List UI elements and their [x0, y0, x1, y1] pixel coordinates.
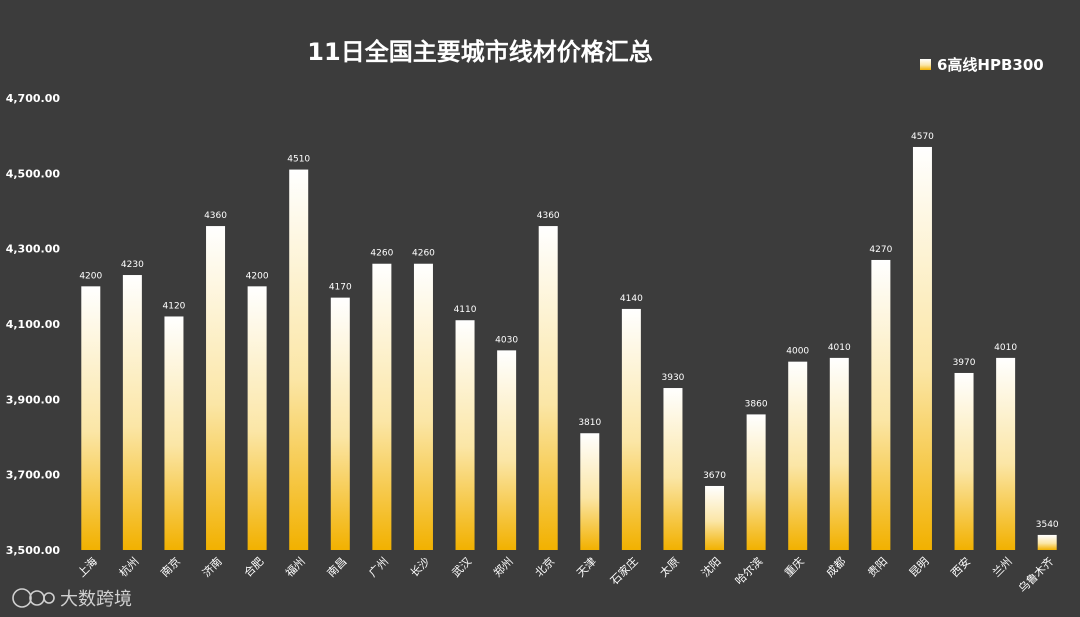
data-label: 4030	[495, 335, 518, 345]
y-tick-label: 4,700.00	[6, 92, 61, 105]
x-tick-label: 长沙	[408, 555, 433, 580]
data-label: 4270	[869, 245, 892, 255]
x-tick-label: 郑州	[490, 554, 515, 579]
x-tick-label: 合肥	[241, 554, 266, 579]
bar	[372, 263, 392, 550]
data-label: 3670	[703, 471, 726, 481]
bar	[829, 357, 849, 550]
x-tick-label: 南昌	[325, 555, 350, 580]
data-label: 4010	[994, 343, 1017, 353]
bar	[621, 308, 641, 550]
bar	[413, 263, 433, 550]
data-label: 4000	[786, 347, 809, 357]
x-tick-label: 乌鲁木齐	[1015, 554, 1056, 595]
x-tick-label: 北京	[532, 554, 557, 579]
data-label: 4360	[204, 211, 227, 221]
bars: 4200 4230 4120 4360 4200 4510 4170 4260 4260 4110…	[79, 132, 1059, 551]
x-tick-label: 贵阳	[865, 555, 890, 580]
bar	[912, 146, 932, 550]
y-tick-label: 3,900.00	[6, 393, 61, 406]
x-tick-label: 南京	[158, 554, 183, 579]
data-label: 4360	[537, 211, 560, 221]
legend-label: 6高线HPB300	[937, 56, 1044, 74]
bar	[206, 226, 226, 551]
data-label: 3810	[578, 418, 601, 428]
bar	[247, 286, 267, 550]
watermark-text: 大数跨境	[60, 589, 132, 610]
data-label: 4200	[246, 271, 269, 281]
watermark: 大数跨境	[12, 588, 132, 610]
x-tick-label: 济南	[199, 554, 224, 579]
data-label: 3930	[662, 373, 685, 383]
chart-title: 11日全国主要城市线材价格汇总	[307, 38, 652, 66]
bar	[538, 226, 558, 551]
data-label: 3540	[1036, 520, 1059, 530]
data-label: 4510	[287, 155, 310, 165]
x-tick-label: 上海	[74, 554, 99, 579]
bar	[122, 275, 142, 550]
data-label: 4260	[370, 249, 393, 259]
data-label: 3860	[745, 399, 768, 409]
data-label: 4110	[454, 305, 477, 315]
x-tick-label: 福州	[282, 554, 307, 579]
y-tick-label: 4,300.00	[6, 243, 61, 256]
data-label: 4570	[911, 132, 934, 142]
bar	[746, 414, 766, 550]
legend: 6高线HPB300	[920, 56, 1044, 74]
x-tick-label: 重庆	[781, 554, 806, 579]
data-label: 3970	[953, 358, 976, 368]
data-label: 4120	[163, 301, 186, 311]
bar	[330, 297, 350, 550]
bar	[580, 433, 600, 550]
x-tick-label: 太原	[657, 555, 682, 580]
data-label: 4010	[828, 343, 851, 353]
bar	[81, 286, 101, 550]
bar	[1037, 534, 1057, 550]
data-label: 4260	[412, 249, 435, 259]
x-tick-label: 杭州	[116, 554, 141, 579]
x-tick-label: 成都	[824, 555, 849, 580]
x-tick-label: 沈阳	[698, 554, 723, 579]
bar	[705, 485, 725, 550]
x-tick-label: 哈尔滨	[732, 554, 765, 587]
bar	[455, 320, 475, 550]
data-label: 4200	[79, 271, 102, 281]
bar	[497, 350, 517, 550]
x-tick-label: 石家庄	[607, 554, 640, 587]
y-axis: 3,500.00 3,700.00 3,900.00 4,100.00 4,300.00…	[6, 92, 61, 557]
bar	[164, 316, 184, 550]
y-tick-label: 3,700.00	[6, 469, 61, 482]
x-tick-label: 武汉	[449, 555, 474, 580]
data-label: 4170	[329, 283, 352, 293]
x-tick-label: 天津	[574, 555, 599, 580]
y-tick-label: 3,500.00	[6, 544, 61, 557]
x-tick-label: 西安	[948, 554, 973, 579]
bar	[788, 361, 808, 550]
bar	[663, 388, 683, 550]
bar	[289, 169, 309, 551]
data-label: 4140	[620, 294, 643, 304]
x-tick-label: 广州	[366, 555, 391, 580]
x-tick-label: 兰州	[990, 555, 1015, 580]
watermark-logo-icon	[12, 588, 55, 608]
legend-swatch	[920, 59, 931, 70]
y-tick-label: 4,500.00	[6, 167, 61, 180]
data-label: 4230	[121, 260, 144, 270]
x-axis: 上海 杭州 南京 济南 合肥 福州 南昌 广州 长沙 武汉 郑州 北京 天津 石家庄 太原 沈阳 哈尔滨 重庆 成都…	[74, 554, 1056, 595]
bar	[996, 357, 1016, 550]
bar	[871, 259, 891, 550]
bar	[954, 372, 974, 550]
y-tick-label: 4,100.00	[6, 318, 61, 331]
x-tick-label: 昆明	[907, 555, 932, 580]
